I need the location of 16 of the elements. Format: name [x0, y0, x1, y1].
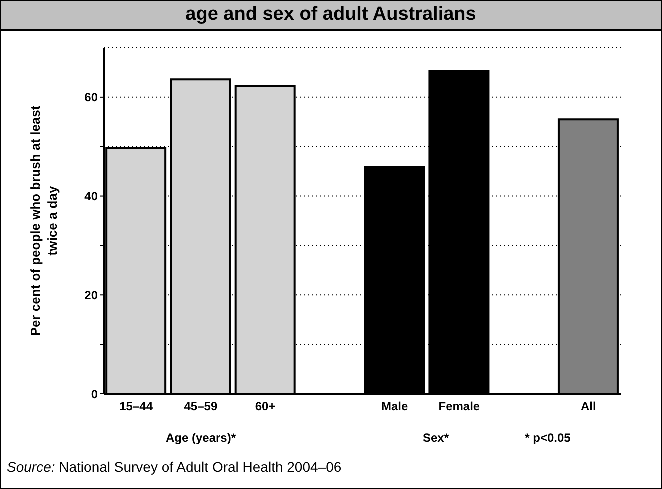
- y-tick-label: 40: [84, 190, 98, 204]
- text: Sex*: [422, 431, 450, 445]
- text: Age (years)*: [164, 431, 238, 445]
- x-tick-label: Female: [438, 400, 480, 414]
- x-tick-label: Male: [381, 400, 408, 414]
- text: * p<0.05: [524, 431, 572, 445]
- x-tick-label: 45–59: [184, 400, 218, 414]
- y-tick-label: 20: [84, 288, 98, 302]
- x-tick-label: 15–44: [120, 400, 154, 414]
- source-note: Source: National Survey of Adult Oral Health 2004–06: [7, 459, 342, 475]
- x-tick-label: All: [581, 400, 596, 414]
- y-tick-label: 60: [84, 90, 98, 105]
- x-tick-label: 60+: [255, 400, 276, 414]
- y-axis-title: Per cent of people who brush at least twice a day: [27, 104, 61, 338]
- chart-title: age and sex of adult Australians: [1, 1, 661, 31]
- y-tick-label: 0: [91, 387, 98, 402]
